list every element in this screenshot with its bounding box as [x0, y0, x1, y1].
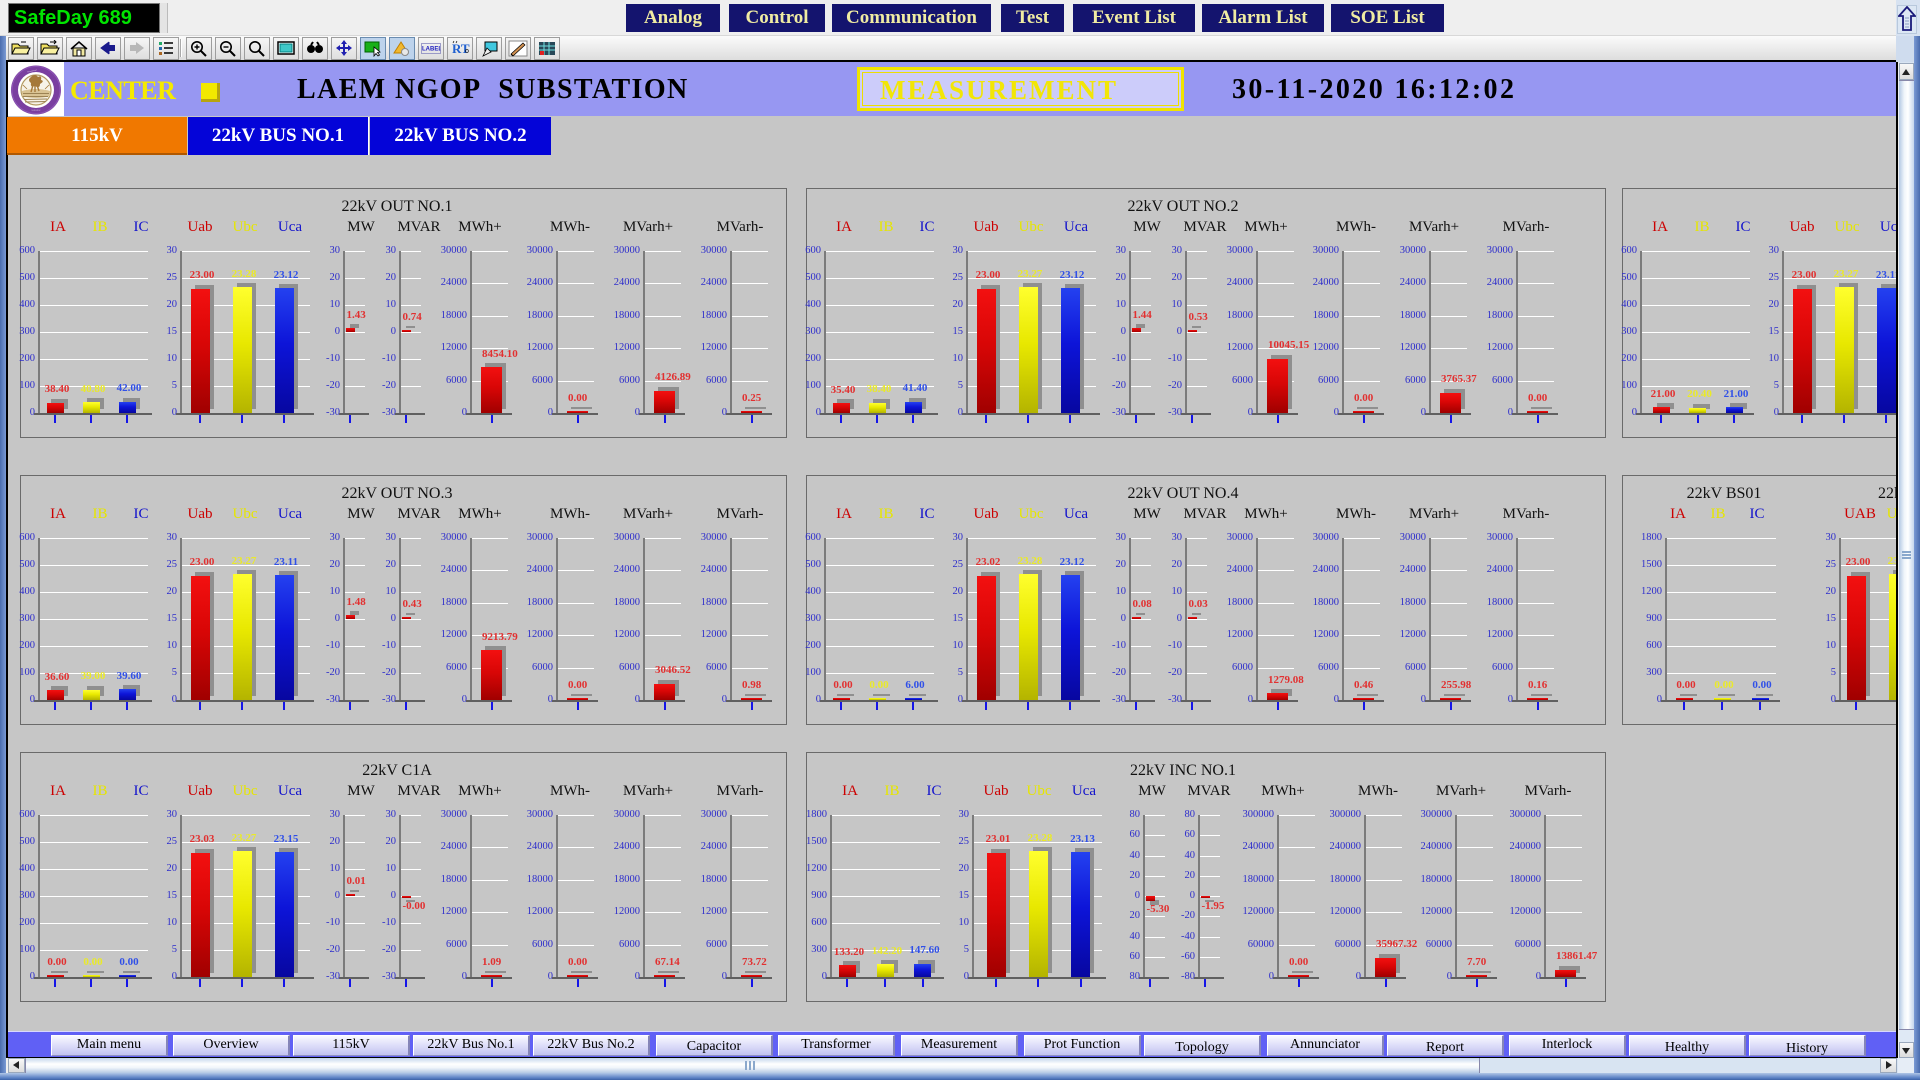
svg-text:ᵕᵕᵕᵕᵕᵕ: ᵕᵕᵕᵕᵕᵕ [32, 109, 41, 114]
svg-text:RT: RT [452, 41, 470, 56]
svg-text:o: o [465, 48, 469, 55]
svg-text:LABEL: LABEL [422, 47, 441, 53]
